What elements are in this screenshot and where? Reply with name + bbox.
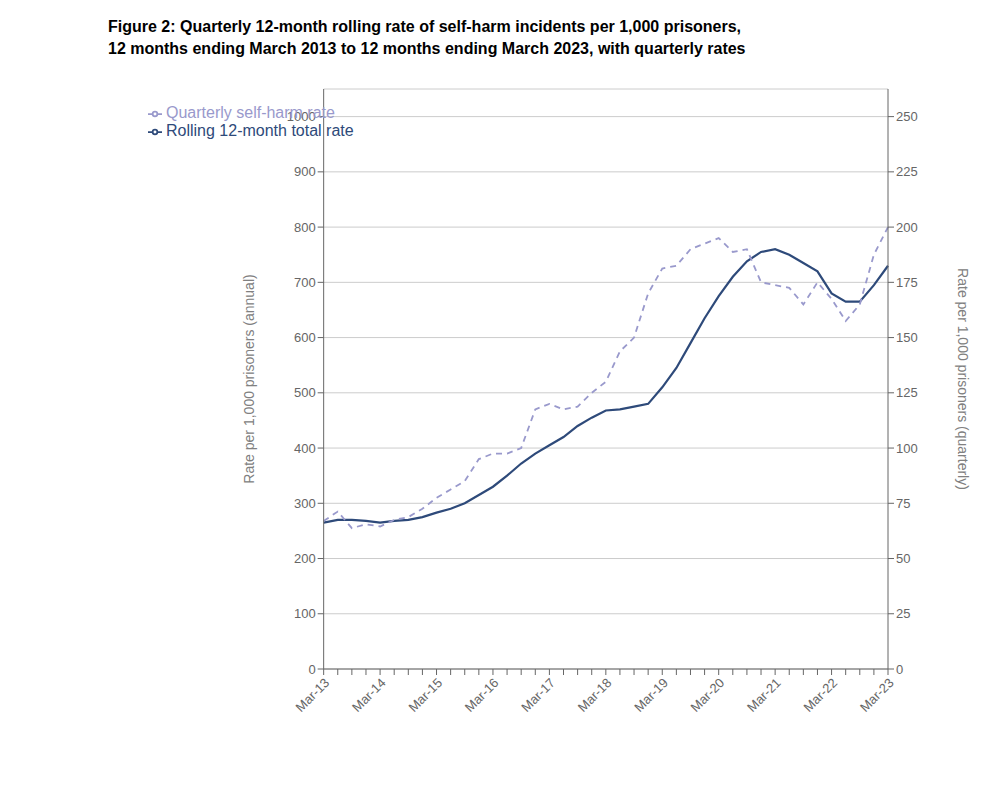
svg-text:Mar-16: Mar-16 [462,675,502,715]
svg-text:Rate per 1,000 prisoners (quar: Rate per 1,000 prisoners (quarterly) [955,268,971,490]
svg-text:25: 25 [896,606,910,621]
svg-text:100: 100 [896,440,918,455]
svg-text:0: 0 [308,661,315,676]
svg-text:125: 125 [896,385,918,400]
svg-text:500: 500 [294,385,316,400]
svg-text:150: 150 [896,330,918,345]
svg-text:175: 175 [896,275,918,290]
svg-text:75: 75 [896,496,910,511]
svg-text:Mar-13: Mar-13 [293,675,333,715]
svg-text:Mar-17: Mar-17 [518,675,558,715]
svg-text:Mar-23: Mar-23 [857,675,897,715]
svg-text:Mar-21: Mar-21 [744,675,784,715]
svg-text:900: 900 [294,164,316,179]
svg-text:700: 700 [294,275,316,290]
svg-text:200: 200 [294,551,316,566]
svg-text:800: 800 [294,219,316,234]
svg-text:225: 225 [896,164,918,179]
svg-text:Mar-18: Mar-18 [575,675,615,715]
svg-text:300: 300 [294,496,316,511]
svg-text:50: 50 [896,551,910,566]
svg-text:Mar-22: Mar-22 [800,675,840,715]
svg-text:Rate per 1,000 prisoners (annu: Rate per 1,000 prisoners (annual) [241,274,257,483]
svg-text:600: 600 [294,330,316,345]
svg-text:250: 250 [896,109,918,124]
svg-text:Mar-14: Mar-14 [349,675,389,715]
svg-text:400: 400 [294,440,316,455]
svg-text:100: 100 [294,606,316,621]
svg-text:Mar-19: Mar-19 [631,675,671,715]
svg-text:1000: 1000 [287,109,316,124]
svg-text:200: 200 [896,219,918,234]
svg-text:0: 0 [896,661,903,676]
svg-text:Mar-15: Mar-15 [405,675,445,715]
svg-text:Mar-20: Mar-20 [688,675,728,715]
